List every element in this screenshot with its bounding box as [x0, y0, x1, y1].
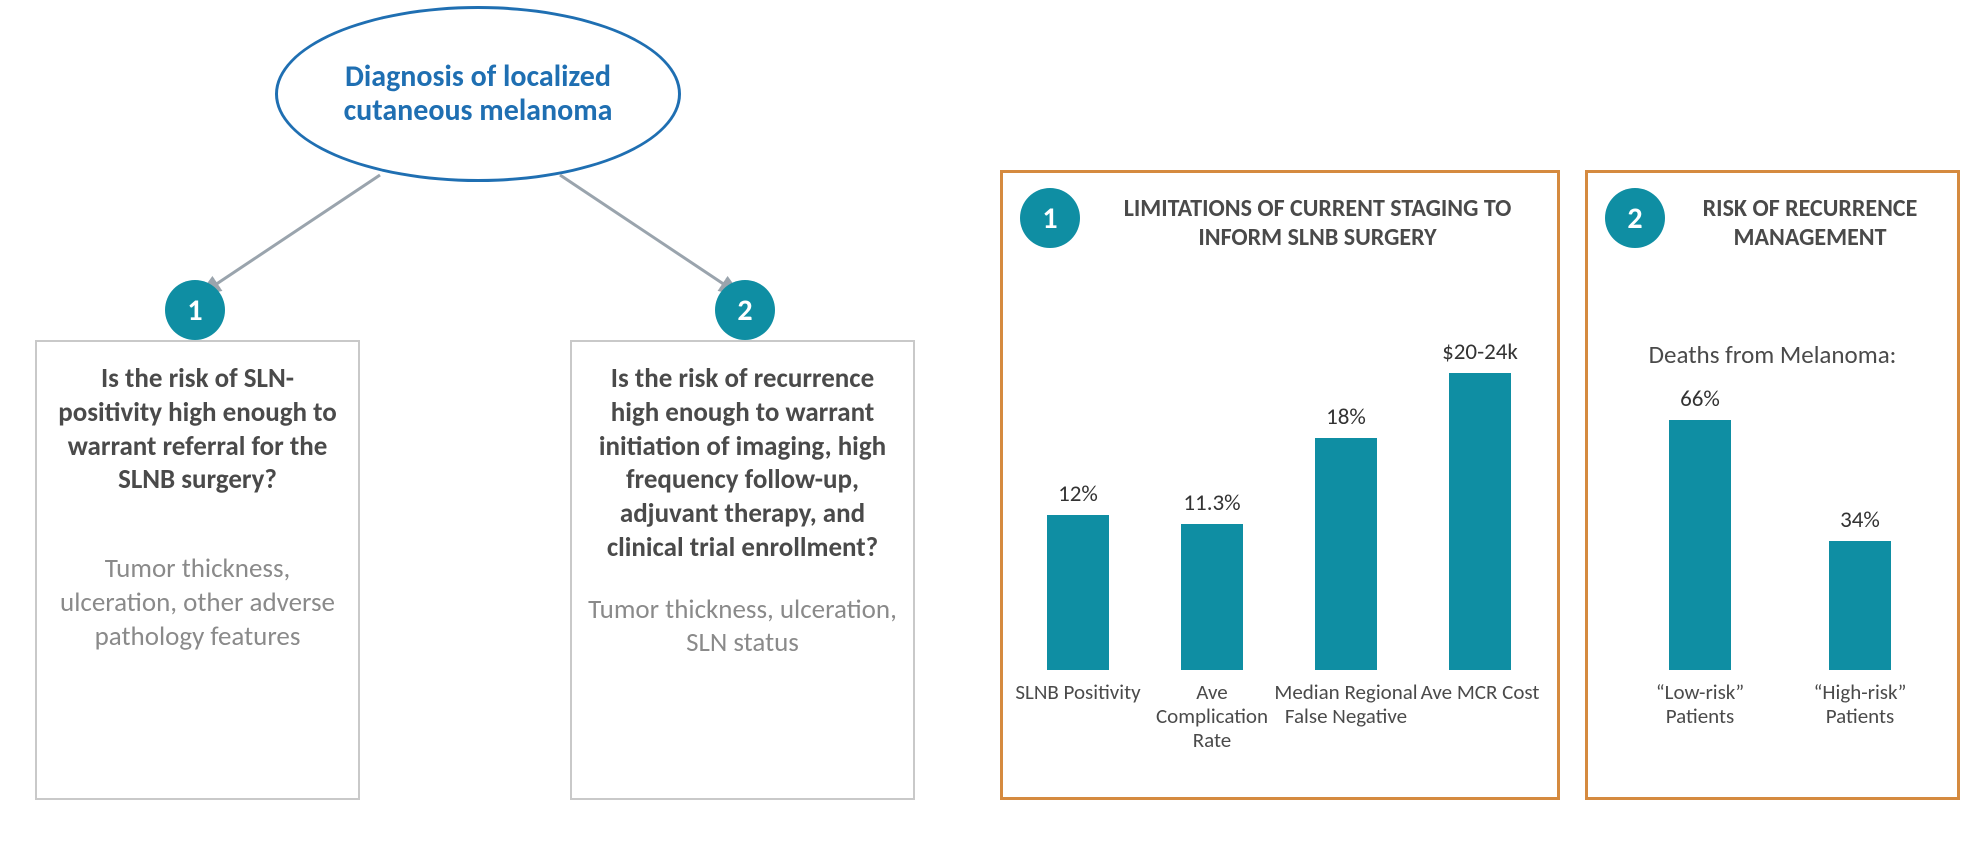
panel-p2-badge-label: 2 [1627, 200, 1642, 237]
flow-badge-2: 2 [715, 280, 775, 340]
flow-arrow-2 [560, 175, 740, 295]
panel-p2-title: RISK OF RECURRENCE MANAGEMENT [1675, 195, 1945, 253]
flow-badge-2-label: 2 [737, 292, 752, 329]
panel-p1-bar-3-label: Median Regional False Negative [1274, 680, 1418, 728]
panel-p1-bar-2-value: 11.3% [1142, 492, 1282, 515]
panel-p2-bar-2-label: “High-risk” Patients [1788, 680, 1932, 728]
panel-p1-badge: 1 [1020, 188, 1080, 248]
panel-p2-bar-1 [1669, 420, 1731, 670]
panel-p1-bar-2 [1181, 524, 1243, 670]
panel-p2-subtitle: Deaths from Melanoma: [1600, 340, 1945, 370]
panel-p1-bar-1 [1047, 515, 1109, 670]
panel-p1-title: LIMITATIONS OF CURRENT STAGING TO INFORM… [1090, 195, 1545, 253]
flow-badge-1-label: 1 [187, 292, 202, 329]
panel-p2-badge: 2 [1605, 188, 1665, 248]
panel-p2-bar-2-value: 34% [1790, 509, 1930, 532]
question-box-1-sub: Tumor thickness, ulceration, other adver… [53, 552, 342, 653]
panel-p1-badge-label: 1 [1042, 200, 1057, 237]
question-box-2-main: Is the risk of recurrence high enough to… [588, 362, 897, 565]
panel-p2-bar-2 [1829, 541, 1891, 670]
question-box-1: Is the risk of SLN-positivity high enoug… [35, 340, 360, 800]
panel-p1-bar-2-label: Ave Complication Rate [1140, 680, 1284, 752]
panel-p1-bar-1-label: SLNB Positivity [1006, 680, 1150, 704]
question-box-1-main: Is the risk of SLN-positivity high enoug… [53, 362, 342, 497]
flow-arrow-1 [200, 175, 380, 295]
panel-p1-bar-1-value: 12% [1008, 483, 1148, 506]
panel-p1-bar-4 [1449, 373, 1511, 670]
question-box-2-sub: Tumor thickness, ulceration, SLN status [588, 593, 897, 661]
panel-p2-bar-1-value: 66% [1630, 388, 1770, 411]
question-box-2: Is the risk of recurrence high enough to… [570, 340, 915, 800]
panel-p1-bar-4-label: Ave MCR Cost [1408, 680, 1552, 704]
flow-badge-1: 1 [165, 280, 225, 340]
panel-p1-bar-3 [1315, 438, 1377, 671]
panel-p1-bar-3-value: 18% [1276, 406, 1416, 429]
panel-p2-bar-1-label: “Low-risk” Patients [1628, 680, 1772, 728]
panel-p1-bar-4-value: $20-24k [1410, 341, 1550, 364]
